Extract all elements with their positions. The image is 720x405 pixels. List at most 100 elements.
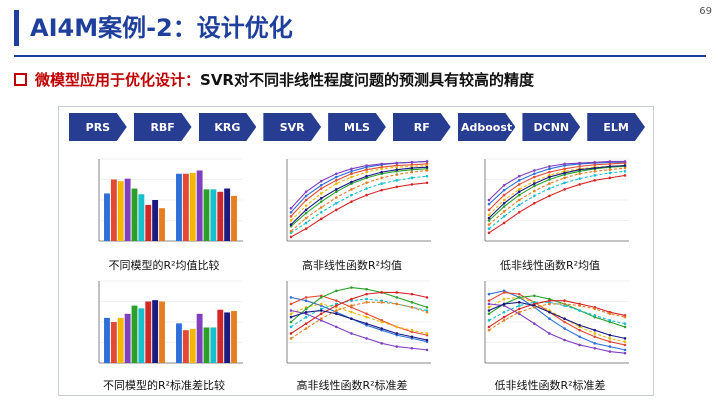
data-point (563, 299, 566, 302)
data-point (608, 162, 612, 166)
data-point (319, 309, 323, 312)
data-point (365, 164, 368, 167)
data-point (350, 167, 353, 171)
data-point (350, 175, 353, 179)
chart-svg (286, 158, 431, 242)
data-point (319, 217, 323, 221)
series-line (488, 167, 626, 226)
series-line (290, 160, 428, 209)
data-point (350, 170, 353, 173)
data-point (380, 182, 383, 185)
data-point (335, 172, 338, 176)
data-point (319, 183, 323, 187)
data-point (319, 211, 323, 214)
bar (159, 301, 165, 363)
data-point (487, 319, 491, 322)
bar (217, 191, 224, 241)
data-point (487, 325, 491, 329)
chart-svg (484, 280, 629, 364)
data-point (350, 304, 353, 307)
data-point (380, 167, 383, 171)
model-list: PRS RBF KRG SVR MLS RF Adboost DCNN ELM (69, 113, 645, 141)
series-line (290, 168, 428, 227)
chart-svg (98, 280, 243, 364)
data-point (502, 188, 506, 192)
data-point (319, 197, 323, 200)
data-point (335, 299, 338, 302)
data-point (593, 314, 597, 317)
data-point (578, 309, 581, 312)
data-point (548, 317, 551, 321)
line-chart-low-std (467, 277, 633, 373)
data-point (517, 183, 521, 186)
model-prs: PRS (69, 113, 127, 141)
series-line (290, 182, 428, 238)
data-point (608, 333, 612, 337)
data-point (548, 187, 551, 190)
data-point (548, 302, 551, 306)
data-point (304, 227, 308, 230)
data-point (593, 160, 597, 164)
data-point (608, 319, 612, 322)
data-point (289, 215, 293, 218)
bar (189, 172, 196, 241)
series-line (488, 300, 626, 328)
bar (231, 311, 237, 363)
data-point (623, 315, 627, 319)
data-point (425, 305, 429, 309)
data-point (410, 301, 414, 304)
data-point (365, 287, 368, 291)
data-point (548, 194, 551, 198)
bar (189, 328, 196, 363)
bar (124, 178, 131, 241)
data-point (365, 187, 368, 190)
data-point (563, 171, 566, 175)
series-line (488, 160, 625, 201)
data-point (517, 179, 521, 182)
caption-bar-std: 不同模型的R²标准差比较 (102, 379, 226, 392)
title-divider (14, 55, 706, 57)
data-point (335, 188, 338, 191)
bar (145, 301, 152, 363)
series-line (488, 291, 626, 346)
data-point (548, 170, 551, 174)
bar (217, 309, 224, 363)
series-line (290, 287, 428, 323)
data-point (517, 304, 521, 307)
data-point (365, 312, 368, 316)
data-point (608, 337, 612, 340)
series-line (290, 309, 428, 351)
data-point (335, 179, 338, 182)
data-point (365, 337, 368, 340)
bar (152, 200, 159, 241)
data-point (517, 310, 521, 314)
data-point (563, 317, 566, 321)
data-point (395, 161, 399, 165)
bar (117, 317, 124, 363)
data-point (380, 188, 383, 192)
data-point (563, 302, 566, 306)
subtitle-text: SVR对不同非线性程度问题的预测具有较高的精度 (200, 70, 534, 89)
data-point (533, 184, 536, 188)
model-svr: SVR (263, 113, 321, 141)
data-point (335, 201, 338, 205)
bar (176, 323, 182, 363)
data-point (487, 223, 491, 226)
data-point (410, 335, 414, 339)
data-point (578, 161, 581, 165)
data-point (350, 193, 353, 197)
data-point (578, 335, 581, 339)
data-point (623, 351, 627, 355)
data-point (517, 292, 521, 296)
data-point (289, 312, 293, 316)
series-line (488, 170, 626, 230)
bar (203, 327, 210, 363)
data-point (410, 176, 414, 180)
series-line (290, 303, 428, 335)
data-point (335, 325, 338, 329)
data-point (289, 325, 293, 329)
model-adboost: Adboost (458, 113, 516, 141)
data-point (533, 194, 536, 198)
data-point (380, 162, 383, 166)
data-point (365, 181, 368, 185)
